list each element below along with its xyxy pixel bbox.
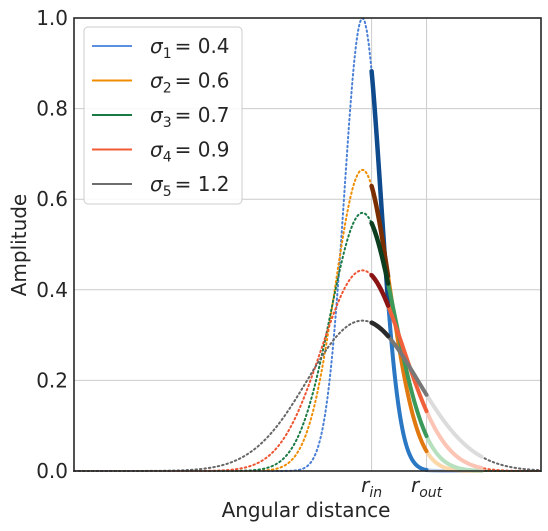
x-tick-label: rout — [411, 473, 443, 501]
series-3-bold-line — [386, 281, 429, 439]
legend: σ1 = 0.4 σ2 = 0.6 σ3 = 0.7 σ4 = 0.9 σ5 = 1.2 — [83, 26, 243, 205]
y-tick-labels: 0.0 0.2 0.4 0.6 0.8 1.0 — [36, 6, 68, 483]
series-4-bold-start — [369, 272, 391, 308]
y-tick-label: 1.0 — [36, 6, 68, 30]
legend-label: σ3 = 0.7 — [150, 103, 230, 131]
bold-curves — [369, 68, 429, 473]
y-tick-label: 0.6 — [36, 187, 68, 211]
legend-label: σ4 = 0.9 — [150, 138, 230, 166]
faded-curves — [424, 392, 484, 473]
legend-label: σ1 = 0.4 — [150, 34, 230, 62]
plot-frame — [73, 17, 542, 472]
series-1-bold-line — [386, 298, 429, 473]
y-axis-label: Amplitude — [7, 194, 31, 297]
legend-label: σ5 = 1.2 — [150, 172, 230, 200]
x-tick-labels: rin rout — [361, 473, 443, 501]
series-2-bold-start — [369, 183, 391, 279]
series-5-faded-tail — [424, 392, 484, 459]
series-4-faded-tail — [424, 409, 484, 470]
series-4-dotted-line — [73, 269, 542, 472]
legend-label: σ2 = 0.6 — [150, 69, 230, 97]
x-axis-label: Angular distance — [222, 498, 391, 522]
legend-box — [83, 26, 243, 205]
y-tick-label: 0.4 — [36, 278, 68, 302]
y-tick-label: 0.8 — [36, 97, 68, 121]
series-5-bold-start — [369, 320, 391, 339]
series-5-bold-line — [386, 334, 429, 397]
series-2-dotted-line — [73, 168, 542, 472]
y-tick-label: 0.2 — [36, 368, 68, 392]
series-3-bold-start — [369, 220, 391, 286]
x-tick-label: rin — [361, 473, 382, 501]
y-tick-label: 0.0 — [36, 459, 68, 483]
